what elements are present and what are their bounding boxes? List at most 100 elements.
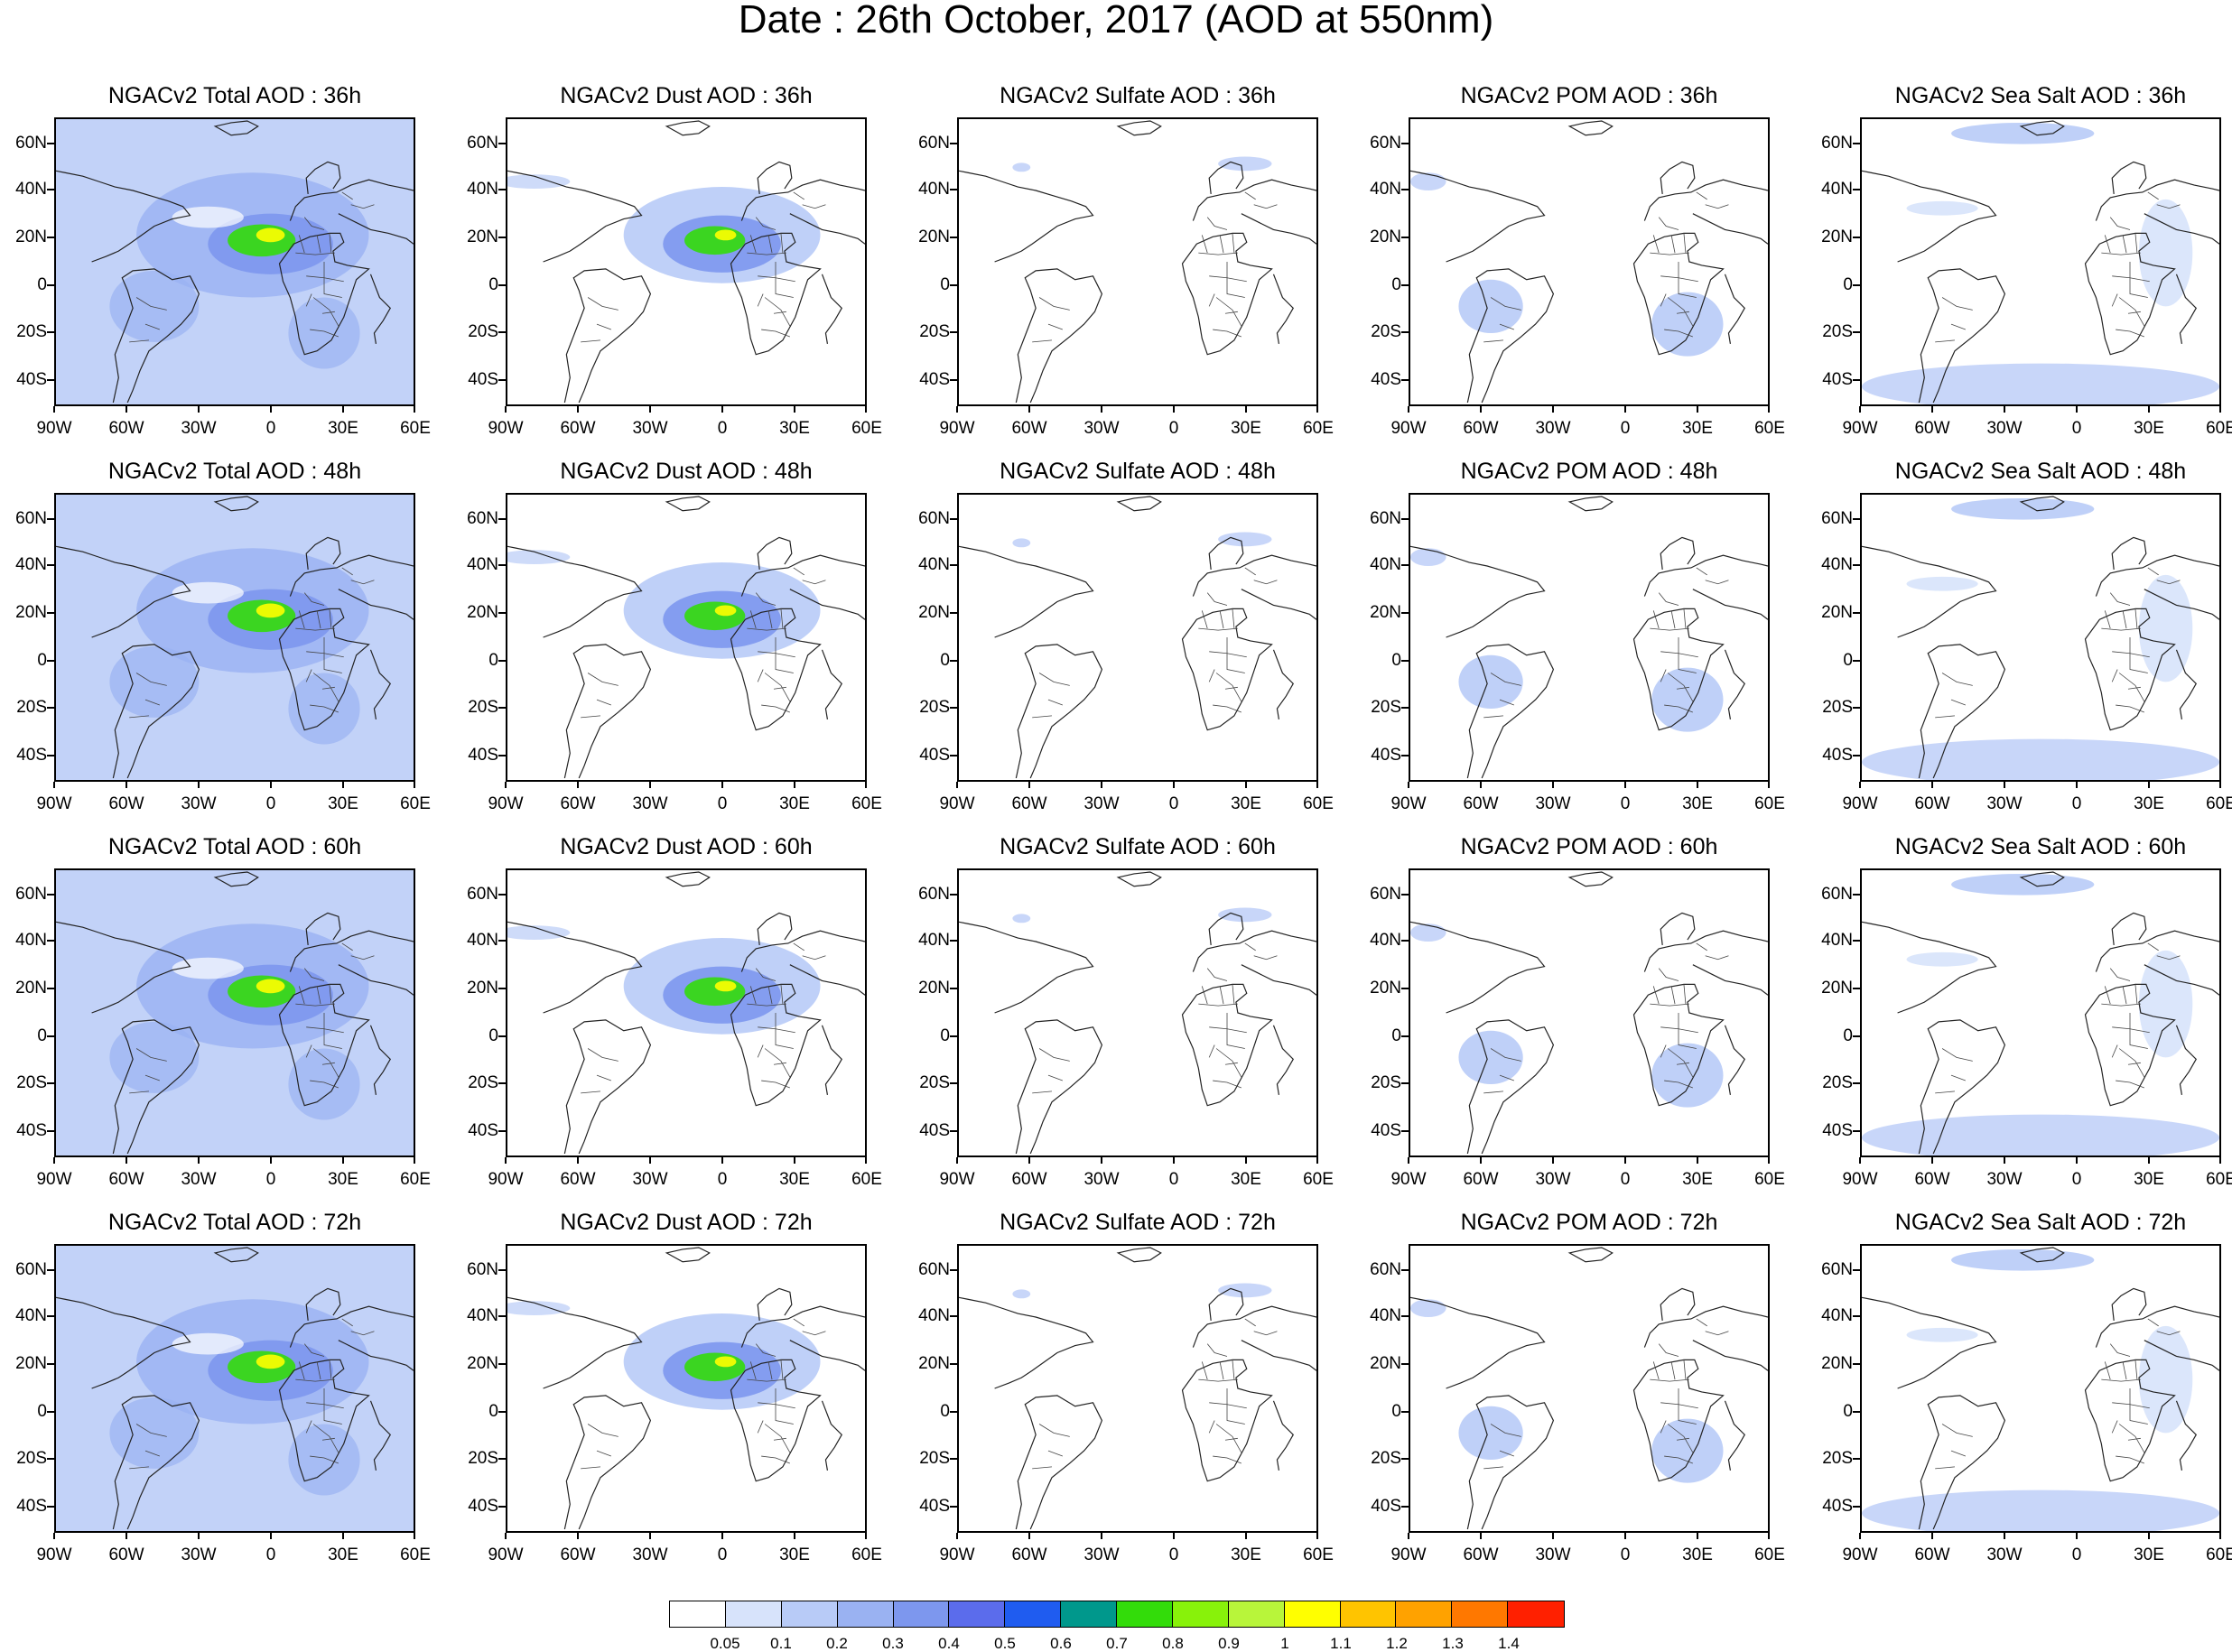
longitude-tick bbox=[1552, 782, 1554, 788]
longitude-tick bbox=[505, 1157, 507, 1164]
latitude-tick bbox=[498, 517, 506, 520]
panel-title: NGACv2 Sea Salt AOD : 36h bbox=[1894, 83, 2187, 108]
latitude-tick bbox=[1853, 1506, 1860, 1508]
longitude-tick-label: 60E bbox=[2206, 1545, 2232, 1564]
longitude-tick-label: 60E bbox=[2206, 1170, 2232, 1189]
latitude-tick-label: 60N bbox=[918, 884, 950, 904]
longitude-tick-label: 0 bbox=[717, 1545, 728, 1564]
latitude-tick bbox=[950, 517, 957, 520]
sulfate-aod-field bbox=[1012, 156, 1272, 172]
longitude-tick-label: 30W bbox=[1083, 419, 1120, 438]
colorbar-swatch bbox=[1452, 1601, 1509, 1627]
map-panel: NGACv2 POM AOD : 48h 60N 40N 20N 0 20S 40S 90W 6… bbox=[1354, 457, 1806, 829]
dust-aod-field bbox=[507, 925, 821, 1035]
longitude-tick-label: 60W bbox=[1914, 419, 1950, 438]
longitude-tick-label: 30E bbox=[1682, 1545, 1713, 1564]
longitude-tick-label: 60W bbox=[1463, 419, 1499, 438]
latitude-tick bbox=[1401, 659, 1409, 662]
panel-title: NGACv2 Total AOD : 48h bbox=[107, 459, 362, 484]
coastlines bbox=[507, 496, 865, 779]
longitude-tick bbox=[2219, 782, 2221, 788]
coastlines bbox=[1410, 496, 1768, 779]
latitude-tick bbox=[1401, 1130, 1409, 1133]
latitude-tick-label: 40S bbox=[468, 1121, 498, 1141]
longitude-tick bbox=[2076, 1157, 2078, 1164]
map-plot-area bbox=[1860, 868, 2221, 1157]
longitude-tick bbox=[505, 406, 507, 413]
coastlines bbox=[56, 120, 414, 404]
latitude-tick-label: 20N bbox=[918, 227, 950, 246]
longitude-tick-label: 90W bbox=[1842, 1170, 1878, 1189]
longitude-tick-label: 90W bbox=[36, 1170, 72, 1189]
latitude-tick-label: 40N bbox=[1821, 1306, 1853, 1325]
pom-aod-field bbox=[1410, 172, 1724, 357]
longitude-tick-label: 0 bbox=[1168, 1170, 1179, 1189]
latitude-tick bbox=[950, 707, 957, 710]
map-panel: NGACv2 Total AOD : 36h 60N 40N 20N 0 20S 40S 90… bbox=[0, 81, 451, 453]
longitude-tick bbox=[2004, 782, 2005, 788]
longitude-tick bbox=[126, 1157, 127, 1164]
latitude-tick-label: 60N bbox=[1821, 1259, 1853, 1279]
latitude-tick-label: 40S bbox=[919, 746, 950, 766]
map-plot-area bbox=[957, 117, 1318, 406]
longitude-tick bbox=[1173, 782, 1175, 788]
latitude-tick-label: 20S bbox=[1822, 698, 1853, 718]
latitude-tick-label: 60N bbox=[918, 508, 950, 528]
map-plot-area bbox=[506, 1244, 867, 1533]
latitude-tick-label: 60N bbox=[1370, 1259, 1401, 1279]
latitude-tick-label: 60N bbox=[1821, 508, 1853, 528]
total-aod-field bbox=[56, 1246, 414, 1531]
longitude-tick bbox=[1408, 406, 1409, 413]
latitude-tick-label: 20N bbox=[15, 1353, 47, 1373]
latitude-tick-label: 20N bbox=[467, 602, 498, 622]
panel-title: NGACv2 Sulfate AOD : 48h bbox=[1000, 459, 1276, 484]
latitude-tick bbox=[498, 893, 506, 896]
latitude-tick bbox=[950, 1268, 957, 1271]
longitude-tick bbox=[414, 1157, 415, 1164]
latitude-tick bbox=[47, 1315, 54, 1317]
latitude-tick bbox=[1401, 1082, 1409, 1085]
latitude-tick-label: 20S bbox=[1822, 1073, 1853, 1093]
latitude-tick-label: 0 bbox=[1391, 1401, 1401, 1421]
longitude-tick bbox=[721, 406, 723, 413]
latitude-tick-label: 40S bbox=[1822, 1121, 1853, 1141]
latitude-tick-label: 40N bbox=[467, 1306, 498, 1325]
latitude-tick bbox=[47, 1130, 54, 1133]
latitude-tick bbox=[47, 893, 54, 896]
colorbar-swatch bbox=[1508, 1601, 1564, 1627]
map-plot-area bbox=[1409, 117, 1770, 406]
longitude-tick bbox=[1316, 1533, 1318, 1539]
map-plot-area bbox=[957, 1244, 1318, 1533]
latitude-tick-label: 20N bbox=[1370, 1353, 1401, 1373]
latitude-tick bbox=[498, 331, 506, 334]
longitude-tick bbox=[270, 1157, 272, 1164]
map-plot-area bbox=[506, 117, 867, 406]
longitude-tick-label: 60W bbox=[1463, 1170, 1499, 1189]
latitude-tick-label: 20N bbox=[918, 978, 950, 998]
latitude-tick-label: 40S bbox=[1822, 746, 1853, 766]
latitude-tick-label: 20S bbox=[1371, 322, 1401, 342]
latitude-tick-label: 20S bbox=[1371, 1449, 1401, 1469]
colorbar-label: 1.3 bbox=[1442, 1635, 1464, 1652]
latitude-tick-label: 60N bbox=[918, 133, 950, 153]
coastlines bbox=[56, 871, 414, 1155]
latitude-tick-label: 40N bbox=[918, 1306, 950, 1325]
longitude-tick-label: 30W bbox=[632, 794, 668, 813]
longitude-tick-label: 30E bbox=[2134, 1545, 2164, 1564]
latitude-tick bbox=[1853, 611, 1860, 614]
latitude-tick bbox=[1853, 142, 1860, 144]
map-plot-area bbox=[1860, 117, 2221, 406]
coastlines bbox=[1862, 871, 2219, 1155]
latitude-tick-label: 40S bbox=[16, 1497, 47, 1517]
longitude-tick-label: 30W bbox=[1986, 1545, 2023, 1564]
latitude-tick-label: 20S bbox=[468, 1449, 498, 1469]
latitude-tick-label: 60N bbox=[467, 884, 498, 904]
panel-title: NGACv2 Dust AOD : 60h bbox=[560, 834, 813, 859]
latitude-tick bbox=[47, 189, 54, 190]
latitude-tick bbox=[1853, 1410, 1860, 1413]
latitude-tick bbox=[1401, 1362, 1409, 1365]
longitude-tick bbox=[577, 1157, 579, 1164]
panel-title: NGACv2 POM AOD : 60h bbox=[1460, 834, 1718, 859]
longitude-tick-label: 0 bbox=[2071, 1545, 2082, 1564]
longitude-tick-label: 0 bbox=[265, 1545, 276, 1564]
